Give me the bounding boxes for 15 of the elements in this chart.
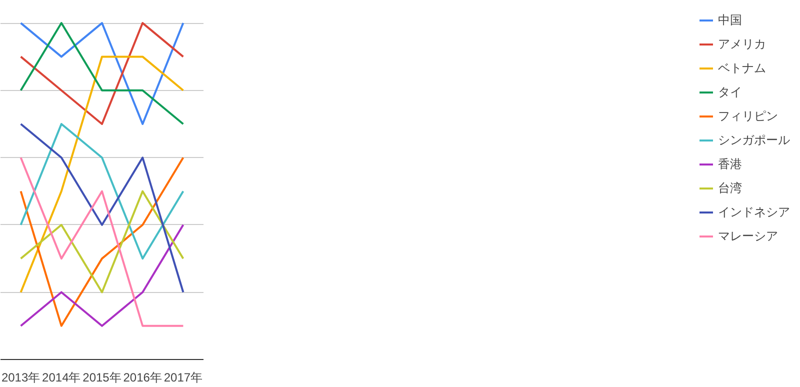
legend-label: インドネシア bbox=[718, 204, 790, 220]
legend-label: マレーシア bbox=[718, 228, 778, 244]
legend-label: 中国 bbox=[718, 12, 742, 28]
legend-label: 台湾 bbox=[718, 180, 742, 196]
legend-label: シンガポール bbox=[718, 132, 790, 148]
x-tick-label: 2016年 bbox=[123, 370, 162, 384]
legend-label: ベトナム bbox=[718, 60, 766, 76]
legend-label: 香港 bbox=[718, 156, 742, 172]
legend-label: タイ bbox=[718, 84, 742, 100]
x-tick-label: 2013年 bbox=[1, 370, 40, 384]
x-tick-label: 2017年 bbox=[164, 370, 203, 384]
x-tick-label: 2014年 bbox=[42, 370, 81, 384]
legend-label: アメリカ bbox=[718, 36, 766, 52]
x-tick-label: 2015年 bbox=[82, 370, 122, 384]
legend-label: フィリピン bbox=[718, 108, 778, 124]
